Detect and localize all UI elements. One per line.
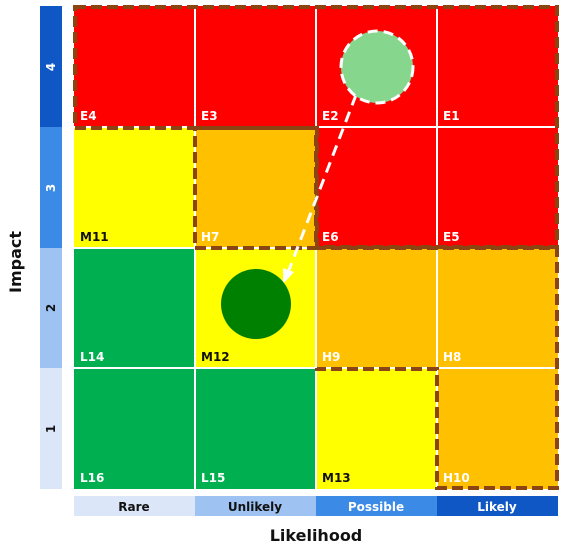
cell-label-H8: H8 bbox=[443, 350, 461, 364]
cell-L14 bbox=[74, 248, 195, 368]
likelihood-possible-label: Possible bbox=[348, 500, 404, 514]
high-zone-boundary bbox=[195, 126, 559, 490]
impact-level-4-label: 4 bbox=[44, 63, 58, 71]
cell-label-E5: E5 bbox=[443, 230, 460, 244]
cell-label-H10: H10 bbox=[443, 471, 470, 485]
likelihood-unlikely-bar bbox=[195, 496, 316, 516]
impact-level-1-label: 1 bbox=[44, 425, 58, 433]
cell-labels: E4 E3 E2 E1 M11 H7 E6 E5 L14 M12 H9 H8 L… bbox=[80, 109, 470, 485]
cell-E1 bbox=[437, 6, 558, 127]
target-risk-marker bbox=[221, 269, 291, 339]
cell-label-M11: M11 bbox=[80, 230, 109, 244]
cell-label-M12: M12 bbox=[201, 350, 230, 364]
cell-M11 bbox=[74, 127, 195, 248]
likelihood-rare-bar bbox=[74, 496, 195, 516]
impact-level-2-label: 2 bbox=[44, 304, 58, 312]
risk-grid: E4 E3 E2 E1 M11 H7 E6 E5 L14 M12 H9 H8 L… bbox=[73, 5, 559, 490]
impact-axis-title: Impact bbox=[6, 231, 25, 293]
cell-label-H7: H7 bbox=[201, 230, 219, 244]
likelihood-unlikely-label: Unlikely bbox=[228, 500, 282, 514]
impact-level-3-label: 3 bbox=[44, 184, 58, 192]
cell-H7 bbox=[195, 127, 316, 248]
impact-level-2-bar bbox=[40, 248, 62, 368]
impact-level-3-bar bbox=[40, 127, 62, 248]
zone-boundaries bbox=[73, 5, 559, 490]
likelihood-rare-label: Rare bbox=[118, 500, 149, 514]
cell-L15 bbox=[195, 368, 316, 489]
impact-level-1-bar bbox=[40, 368, 62, 489]
likelihood-possible-bar bbox=[316, 496, 437, 516]
impact-axis: 4 3 2 1 Impact bbox=[6, 6, 62, 489]
medium-zone-boundary bbox=[75, 126, 316, 250]
cell-H8 bbox=[437, 248, 558, 368]
cell-label-E2: E2 bbox=[322, 109, 339, 123]
current-risk-marker bbox=[339, 29, 415, 105]
cell-H10 bbox=[437, 368, 558, 489]
cell-E5 bbox=[437, 127, 558, 248]
cell-label-L14: L14 bbox=[80, 350, 104, 364]
cell-H9 bbox=[316, 248, 437, 368]
cell-label-E1: E1 bbox=[443, 109, 460, 123]
cell-E3 bbox=[195, 6, 316, 127]
cell-label-L15: L15 bbox=[201, 471, 225, 485]
cell-label-E3: E3 bbox=[201, 109, 218, 123]
cell-L16 bbox=[74, 368, 195, 489]
cell-E4 bbox=[74, 6, 195, 127]
cell-label-E6: E6 bbox=[322, 230, 339, 244]
cell-M13 bbox=[316, 368, 437, 489]
impact-level-4-bar bbox=[40, 6, 62, 127]
likelihood-likely-bar bbox=[437, 496, 558, 516]
risk-reduction-arrow bbox=[283, 94, 358, 284]
cell-label-M13: M13 bbox=[322, 471, 351, 485]
cell-label-E4: E4 bbox=[80, 109, 97, 123]
cell-label-L16: L16 bbox=[80, 471, 104, 485]
cell-label-H9: H9 bbox=[322, 350, 340, 364]
likelihood-axis: Rare Unlikely Possible Likely Likelihood bbox=[74, 496, 558, 545]
likelihood-likely-label: Likely bbox=[477, 500, 517, 514]
likelihood-axis-title: Likelihood bbox=[270, 526, 363, 545]
